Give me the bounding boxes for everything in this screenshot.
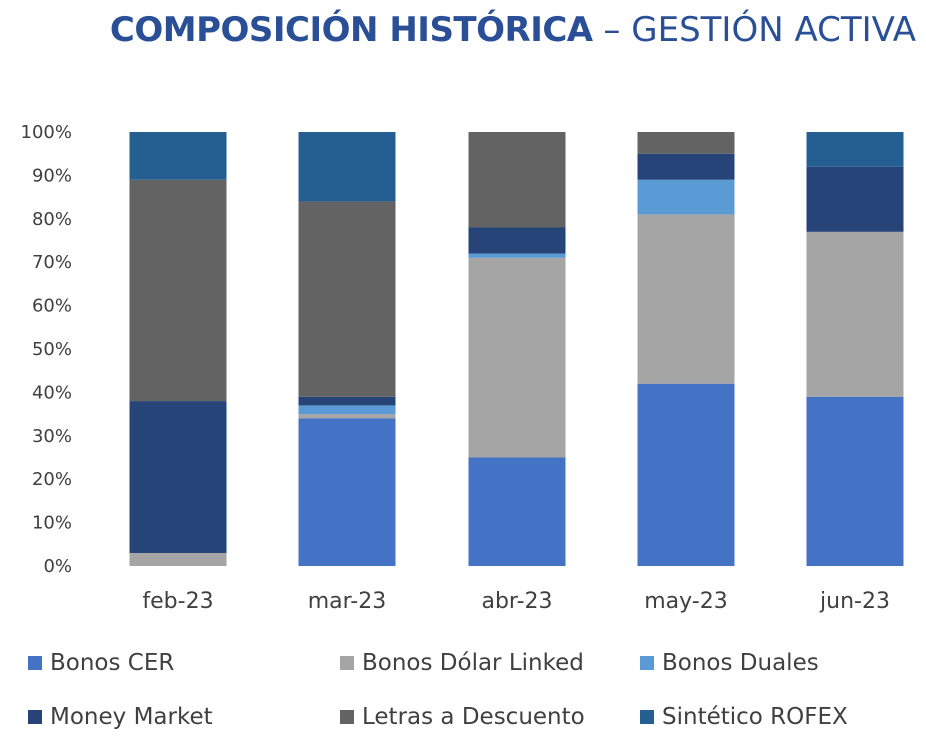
legend-label: Bonos CER	[50, 650, 175, 676]
legend-item: Bonos CER	[28, 650, 174, 676]
x-category-label: may-23	[644, 589, 727, 614]
bar-segment	[468, 132, 566, 228]
legend-item: Money Market	[28, 704, 213, 730]
bar-segment	[637, 179, 735, 215]
y-tick-label: 60%	[32, 296, 72, 317]
bar-segment	[129, 552, 227, 566]
y-tick-label: 50%	[32, 339, 72, 360]
bars	[129, 132, 904, 566]
bar-segment	[637, 132, 735, 154]
legend-swatch	[340, 656, 354, 670]
bar-segment	[806, 166, 904, 232]
legend-swatch	[28, 656, 42, 670]
stacked-bar-chart: 0% 10% 20% 30% 40% 50% 60% 70% 80% 90% 100% feb-23…	[21, 122, 904, 614]
legend-label: Bonos Dólar Linked	[362, 650, 584, 676]
y-tick-label: 0%	[43, 556, 72, 577]
legend-item: Sintético ROFEX	[640, 704, 848, 730]
bar-segment	[468, 227, 566, 254]
legend-item: Letras a Descuento	[340, 704, 585, 730]
y-tick-label: 80%	[32, 209, 72, 230]
bar-segment	[468, 457, 566, 566]
x-category-label: mar-23	[308, 589, 386, 614]
y-axis: 0% 10% 20% 30% 40% 50% 60% 70% 80% 90% 100%	[21, 122, 72, 577]
bar-segment	[806, 396, 904, 566]
y-tick-label: 90%	[32, 165, 72, 186]
y-tick-label: 30%	[32, 426, 72, 447]
bar-segment	[298, 418, 396, 566]
y-tick-label: 100%	[21, 122, 72, 143]
bar-segment	[298, 132, 396, 202]
bar-segment	[129, 132, 227, 180]
x-category-label: jun-23	[819, 589, 890, 614]
x-category-label: abr-23	[481, 589, 552, 614]
bar-segment	[637, 214, 735, 384]
legend-label: Money Market	[50, 704, 213, 730]
y-tick-label: 70%	[32, 252, 72, 273]
chart-title: COMPOSICIÓN HISTÓRICA – GESTIÓN ACTIVA	[110, 8, 916, 52]
bar-segment	[298, 396, 396, 406]
legend-item: Bonos Dólar Linked	[340, 650, 584, 676]
y-tick-label: 40%	[32, 382, 72, 403]
bar-segment	[468, 253, 566, 258]
chart-title-light: – GESTIÓN ACTIVA	[592, 10, 916, 50]
legend-swatch	[640, 710, 654, 724]
legend-swatch	[640, 656, 654, 670]
bar-segment	[806, 132, 904, 167]
legend-item: Bonos Duales	[640, 650, 819, 676]
legend-label: Sintético ROFEX	[662, 704, 848, 730]
legend-swatch	[28, 710, 42, 724]
legend: Bonos CER Bonos Dólar Linked Bonos Duales M…	[28, 640, 918, 740]
chart-title-bold: COMPOSICIÓN HISTÓRICA	[109, 10, 593, 50]
bar-segment	[468, 257, 566, 458]
x-category-label: feb-23	[142, 589, 213, 614]
bar-segment	[298, 405, 396, 415]
legend-swatch	[340, 710, 354, 724]
bar-segment	[298, 414, 396, 419]
y-tick-label: 10%	[32, 513, 72, 534]
x-axis: feb-23 mar-23 abr-23 may-23 jun-23	[142, 589, 890, 614]
bar-segment	[806, 231, 904, 397]
bar-segment	[129, 179, 227, 402]
bar-segment	[637, 383, 735, 566]
y-tick-label: 20%	[32, 469, 72, 490]
bar-segment	[129, 401, 227, 553]
legend-label: Bonos Duales	[662, 650, 819, 676]
legend-label: Letras a Descuento	[362, 704, 585, 730]
bar-segment	[298, 201, 396, 397]
bar-segment	[637, 153, 735, 180]
